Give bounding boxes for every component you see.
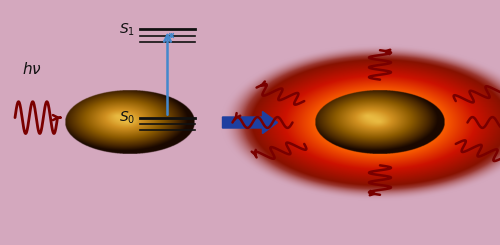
- Text: $S_0$: $S_0$: [118, 110, 135, 126]
- FancyArrow shape: [222, 111, 278, 134]
- Text: $h\nu$: $h\nu$: [22, 61, 42, 77]
- Text: $S_1$: $S_1$: [119, 21, 135, 37]
